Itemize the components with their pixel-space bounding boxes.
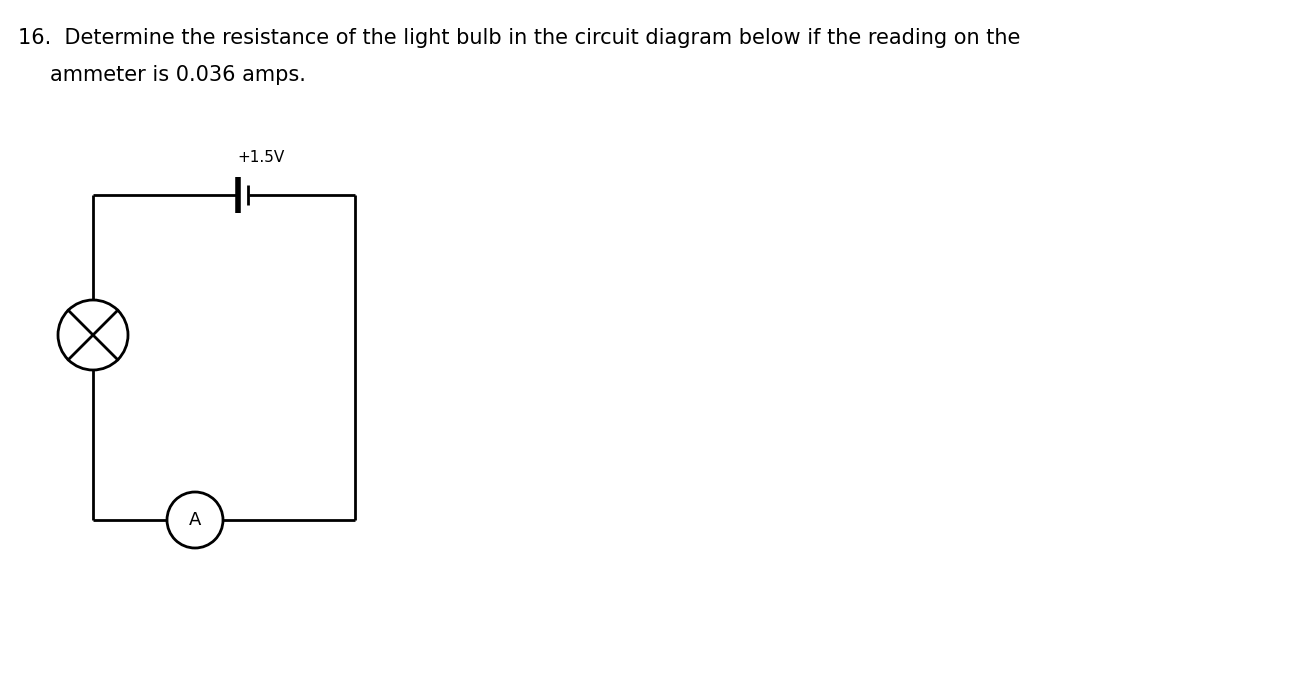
- Text: A: A: [189, 511, 201, 529]
- Text: +1.5V: +1.5V: [236, 150, 285, 165]
- Text: ammeter is 0.036 amps.: ammeter is 0.036 amps.: [50, 65, 306, 85]
- Text: 16.  Determine the resistance of the light bulb in the circuit diagram below if : 16. Determine the resistance of the ligh…: [18, 28, 1020, 48]
